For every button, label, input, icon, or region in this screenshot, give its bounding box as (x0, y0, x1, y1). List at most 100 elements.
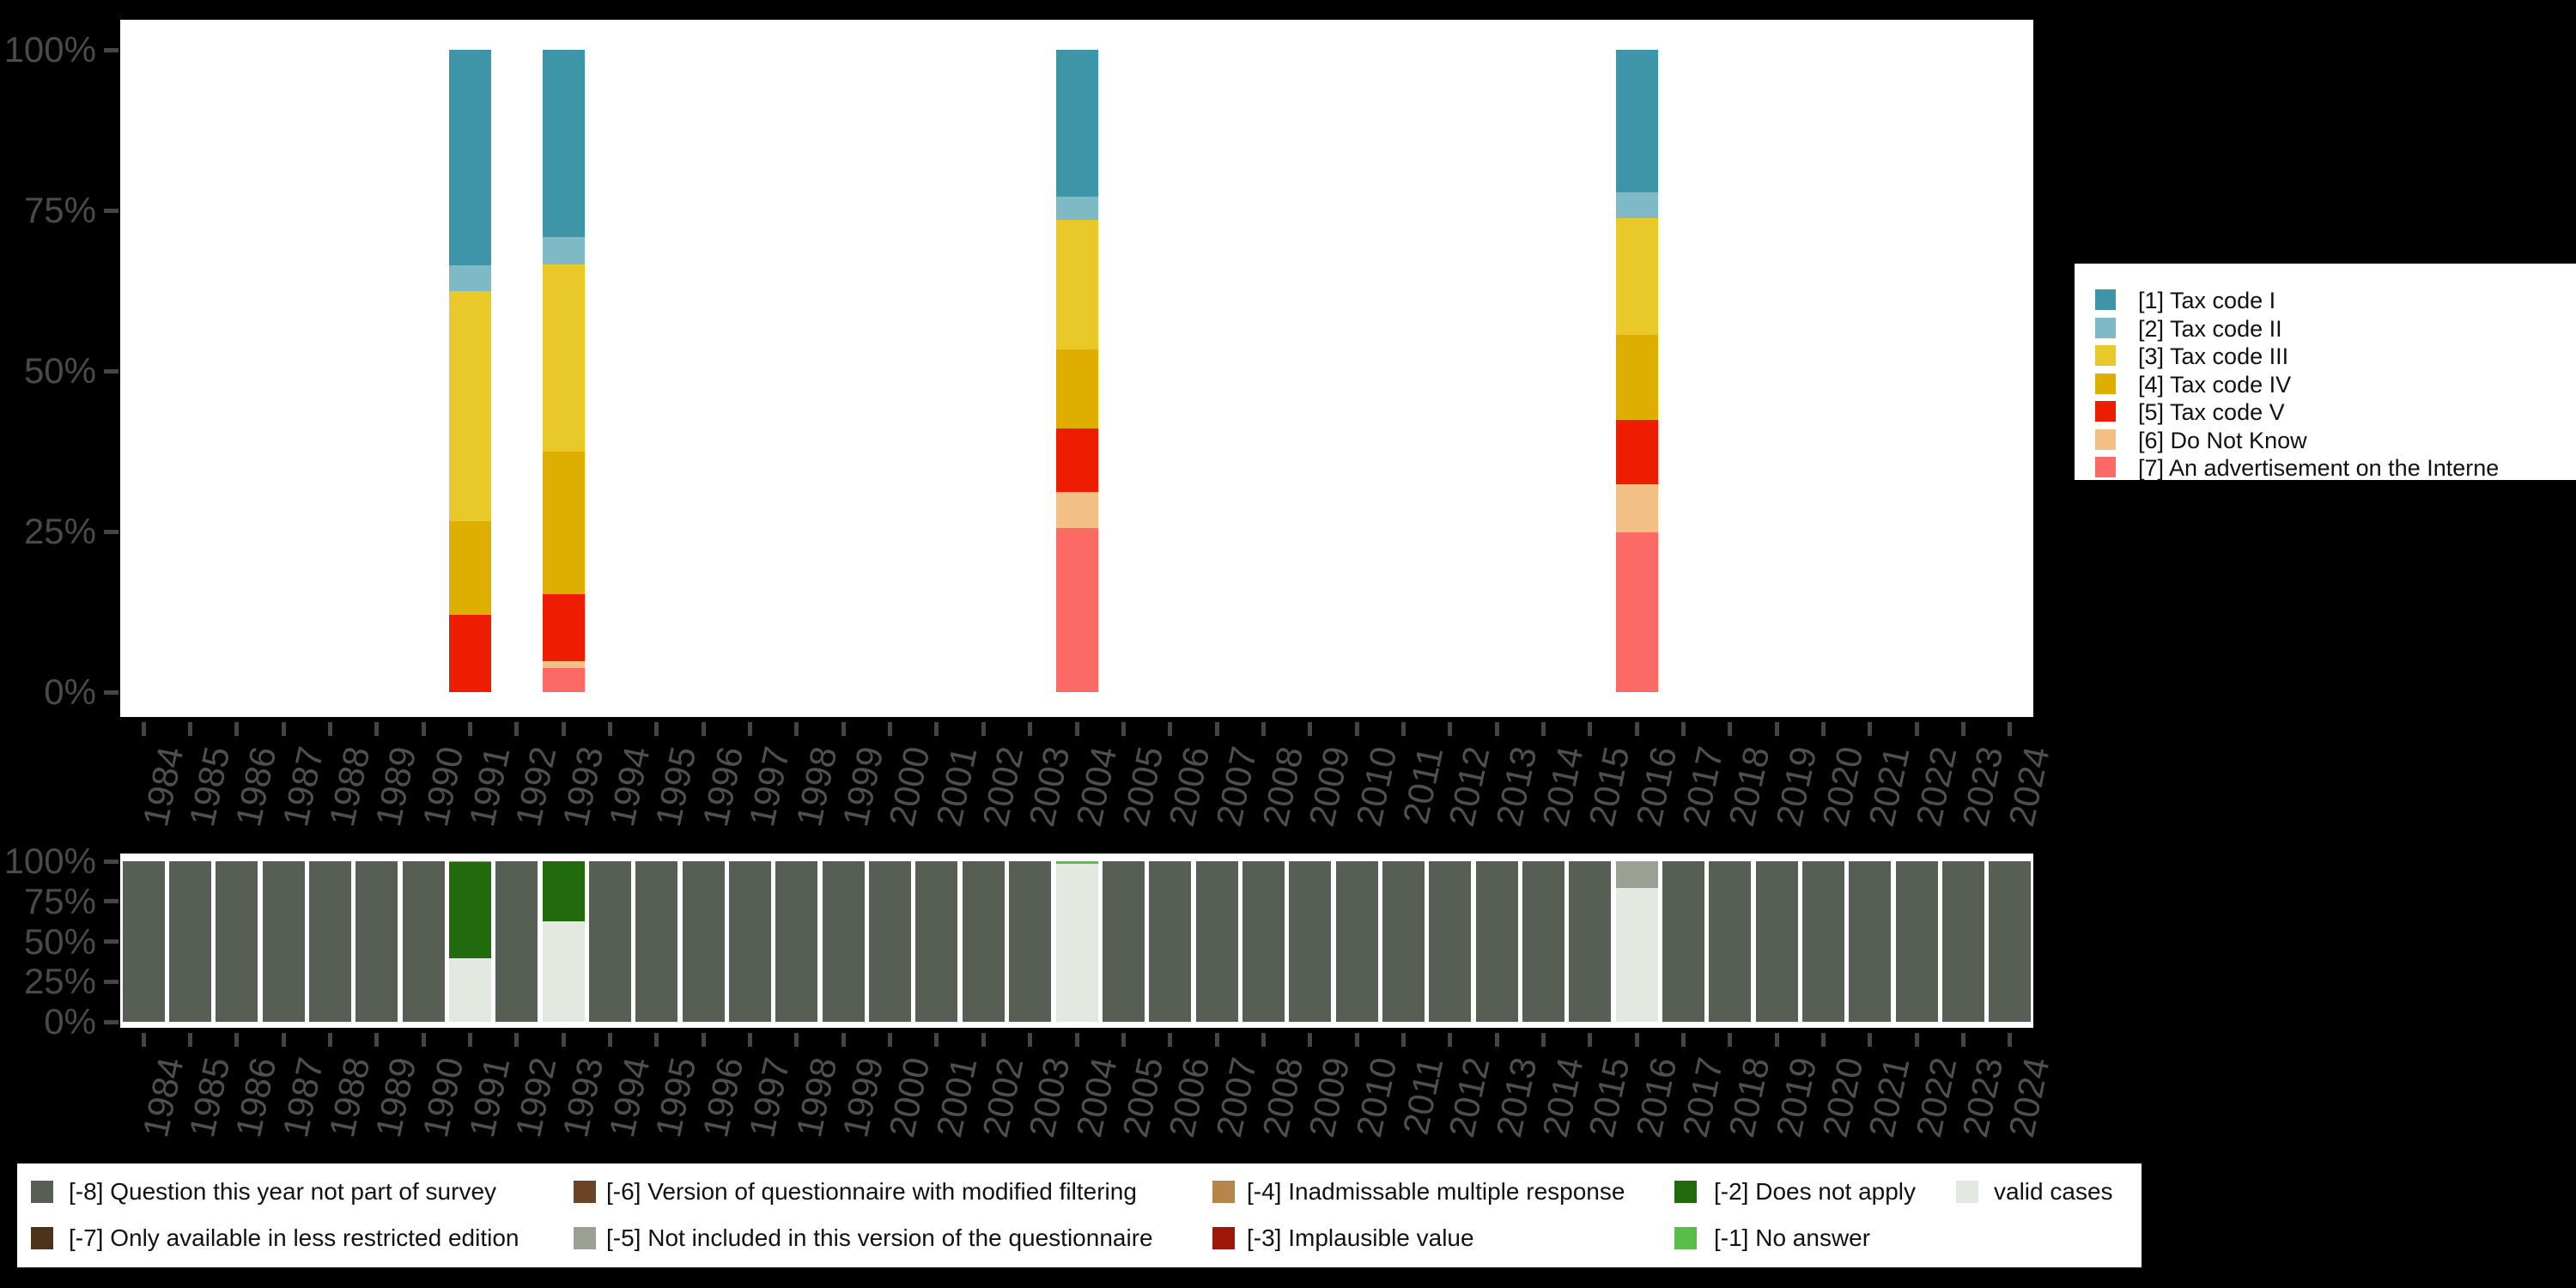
bar-segment[interactable] (1055, 50, 1098, 197)
x-axis-tick (374, 722, 380, 736)
bar-segment[interactable] (1522, 861, 1564, 1022)
bar-segment[interactable] (1055, 863, 1098, 1022)
bar-segment[interactable] (1475, 861, 1518, 1022)
x-axis-year-label: 2015 (1581, 743, 1637, 830)
bar-segment[interactable] (1989, 861, 2032, 1022)
bar-segment[interactable] (542, 264, 585, 453)
bar-segment[interactable] (1335, 861, 1378, 1022)
bar-segment[interactable] (309, 861, 352, 1022)
bar-segment[interactable] (1615, 335, 1658, 420)
bar-segment[interactable] (729, 861, 772, 1022)
x-axis-year-label: 1998 (787, 743, 844, 830)
x-axis-tick (421, 1033, 426, 1047)
bar-segment[interactable] (1615, 532, 1658, 692)
bar-segment[interactable] (1755, 861, 1798, 1022)
bar-segment[interactable] (1615, 50, 1658, 193)
bar-segment[interactable] (542, 921, 585, 1022)
bar-segment[interactable] (495, 861, 538, 1022)
x-axis-year-label: 2001 (927, 1054, 985, 1141)
bar-segment[interactable] (1195, 861, 1238, 1022)
bar-segment[interactable] (915, 861, 958, 1022)
bar-segment[interactable] (216, 861, 258, 1022)
x-axis-year-label: 1989 (368, 1054, 424, 1141)
bar-segment[interactable] (1055, 197, 1098, 221)
bar-segment[interactable] (1941, 861, 1984, 1022)
x-axis-tick (1308, 722, 1313, 736)
bar-segment[interactable] (682, 861, 725, 1022)
bar-segment[interactable] (1055, 492, 1098, 529)
legend-label: [6] Do Not Know (2138, 427, 2307, 453)
bar-segment[interactable] (962, 861, 1005, 1022)
x-axis-tick (1914, 1033, 1919, 1047)
legend-label: [2] Tax code II (2138, 315, 2282, 342)
bar-segment[interactable] (775, 861, 818, 1022)
legend-item: [5] Tax code V (2095, 401, 2576, 425)
bar-segment[interactable] (449, 291, 492, 522)
bar-segment[interactable] (402, 861, 445, 1022)
bar-segment[interactable] (542, 452, 585, 594)
bar-segment[interactable] (1149, 861, 1192, 1022)
x-axis-tick (1074, 722, 1079, 736)
bar-segment[interactable] (449, 861, 492, 863)
bar-segment[interactable] (1289, 861, 1332, 1022)
legend-label: [5] Tax code V (2138, 399, 2285, 425)
bar-segment[interactable] (869, 861, 912, 1022)
bar-segment[interactable] (635, 861, 678, 1022)
bar-segment[interactable] (449, 615, 492, 692)
bar-segment[interactable] (1615, 886, 1658, 889)
bar-segment[interactable] (1055, 220, 1098, 349)
bar-segment[interactable] (449, 521, 492, 616)
bar-segment[interactable] (589, 861, 632, 1022)
bar-segment[interactable] (1055, 349, 1098, 428)
bar-segment[interactable] (1615, 888, 1658, 1022)
bar-segment[interactable] (1569, 861, 1612, 1022)
bar-segment[interactable] (1849, 861, 1892, 1022)
legend-swatch (1674, 1181, 1697, 1203)
bar-segment[interactable] (262, 861, 305, 1022)
y-axis-tick (104, 690, 118, 695)
x-axis-year-label: 2012 (1441, 743, 1498, 830)
bar-segment[interactable] (542, 50, 585, 237)
bar-segment[interactable] (1615, 192, 1658, 218)
bar-segment[interactable] (822, 861, 865, 1022)
bar-segment[interactable] (169, 861, 211, 1022)
bar-segment[interactable] (355, 861, 398, 1022)
bar-segment[interactable] (1009, 861, 1052, 1022)
x-axis-year-label: 1992 (507, 1054, 564, 1141)
x-axis-tick (234, 722, 240, 736)
bar-segment[interactable] (1801, 861, 1844, 1022)
bar-segment[interactable] (122, 861, 165, 1022)
bar-segment[interactable] (1055, 861, 1098, 864)
x-axis-tick (1121, 1033, 1126, 1047)
bar-segment[interactable] (542, 668, 585, 692)
bar-segment[interactable] (1615, 483, 1658, 533)
legend-item: [7] An advertisement on the Interne (2095, 457, 2576, 480)
bar-segment[interactable] (1055, 428, 1098, 493)
bar-segment[interactable] (1429, 861, 1472, 1022)
bar-segment[interactable] (1102, 861, 1145, 1022)
x-axis-tick (1960, 722, 1965, 736)
bar-segment[interactable] (449, 957, 492, 1022)
bar-segment[interactable] (1709, 861, 1752, 1022)
legend-item: [3] Tax code III (2095, 345, 2576, 369)
bar-segment[interactable] (542, 661, 585, 669)
bar-segment[interactable] (449, 862, 492, 958)
bar-segment[interactable] (1615, 217, 1658, 336)
x-axis-tick (748, 1033, 753, 1047)
bar-segment[interactable] (1662, 861, 1704, 1022)
y-axis-tick (104, 939, 118, 944)
x-axis-tick (1540, 1033, 1546, 1047)
x-axis-tick (701, 1033, 706, 1047)
bar-segment[interactable] (1055, 528, 1098, 692)
y-axis-tick (104, 208, 118, 213)
bar-segment[interactable] (542, 236, 585, 264)
bar-segment[interactable] (542, 861, 585, 922)
bar-segment[interactable] (1895, 861, 1938, 1022)
bar-segment[interactable] (1382, 861, 1425, 1022)
bar-segment[interactable] (449, 265, 492, 292)
bar-segment[interactable] (542, 593, 585, 662)
bar-segment[interactable] (1615, 419, 1658, 484)
bar-segment[interactable] (1242, 861, 1285, 1022)
bar-segment[interactable] (449, 50, 492, 266)
bar-segment[interactable] (1615, 861, 1658, 887)
